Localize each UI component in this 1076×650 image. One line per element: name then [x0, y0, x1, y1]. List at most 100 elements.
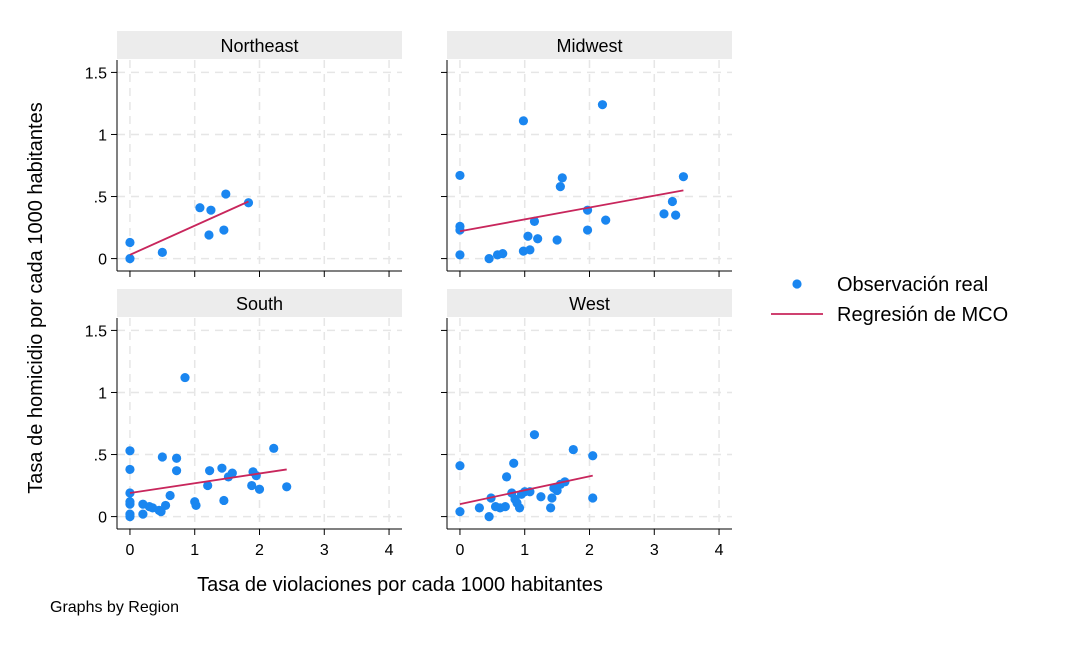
data-point: [455, 225, 465, 235]
legend: Observación real Regresión de MCO: [771, 274, 1008, 326]
panel-midwest: Midwest: [441, 31, 732, 277]
data-point: [221, 189, 231, 199]
y-tick-label: 1: [98, 385, 107, 402]
y-tick-label: 0: [98, 510, 107, 527]
fit-line: [129, 468, 287, 494]
panel-title-strip: [117, 31, 402, 59]
x-tick-label: 3: [320, 542, 329, 559]
data-point: [678, 172, 689, 182]
data-point: [501, 472, 512, 482]
data-point: [582, 225, 593, 235]
data-point: [671, 210, 681, 220]
data-point: [498, 249, 508, 259]
y-tick-label: 1.5: [85, 323, 107, 340]
data-point: [125, 499, 135, 509]
data-point: [180, 372, 190, 383]
data-point: [125, 464, 135, 475]
data-point: [588, 493, 598, 503]
x-axis-title: Tasa de violaciones por cada 1000 habita…: [197, 574, 603, 596]
data-point: [455, 250, 465, 260]
data-point: [601, 215, 611, 225]
data-point: [455, 507, 465, 517]
data-point: [455, 461, 465, 471]
legend-label: Observación real: [837, 274, 988, 296]
data-point: [160, 500, 171, 511]
data-point: [195, 203, 205, 213]
panel-title: Midwest: [556, 36, 622, 56]
data-point: [474, 503, 484, 513]
data-point: [529, 430, 540, 440]
data-point: [125, 237, 135, 248]
data-point: [138, 509, 148, 519]
data-point: [484, 253, 494, 264]
data-point: [254, 484, 265, 494]
panel-title: South: [236, 294, 283, 314]
panel-northeast: Northeast 0 .5 1 1.5: [85, 31, 402, 277]
data-point: [191, 500, 201, 511]
data-point: [204, 230, 214, 240]
y-tick-label: .5: [94, 448, 107, 465]
data-point: [157, 452, 167, 462]
x-tick-label: 0: [126, 542, 135, 559]
data-point: [125, 446, 135, 456]
legend-label: Regresión de MCO: [837, 304, 1008, 326]
panel-title-strip: [447, 31, 732, 59]
data-point: [269, 443, 279, 453]
x-tick-label: 2: [585, 542, 594, 559]
panel-south: South 0 .5 1 1.5 0 1 2 3 4: [85, 289, 402, 559]
x-tick-label: 2: [255, 542, 264, 559]
data-point: [455, 170, 465, 181]
data-point: [509, 458, 519, 468]
data-point: [125, 253, 135, 264]
x-tick-label: 1: [190, 542, 199, 559]
panel-title-strip: [447, 289, 732, 317]
y-tick-label: 0: [98, 252, 107, 269]
data-point: [500, 502, 510, 512]
data-point: [529, 216, 540, 226]
data-point: [171, 453, 182, 463]
y-axis-title: Tasa de homicidio por cada 1000 habitant…: [25, 102, 47, 493]
panel-west: West 0 1 2 3 4: [441, 289, 732, 559]
data-point: [206, 205, 216, 215]
data-point: [484, 511, 494, 522]
data-point: [552, 235, 562, 245]
data-point: [165, 490, 175, 501]
y-tick-label: 1: [98, 127, 107, 144]
data-point: [523, 231, 533, 241]
fit-line: [459, 474, 593, 506]
data-point: [203, 480, 213, 491]
data-point: [251, 471, 261, 481]
data-point: [518, 116, 529, 126]
fit-line: [129, 200, 249, 256]
data-point: [217, 463, 227, 473]
x-tick-label: 3: [650, 542, 659, 559]
legend-marker-point: [792, 279, 802, 289]
panel-title: West: [569, 294, 610, 314]
y-tick-label: 1.5: [85, 65, 107, 82]
data-point: [588, 451, 598, 461]
data-point: [659, 209, 669, 219]
data-point: [282, 482, 292, 492]
data-point: [514, 503, 525, 513]
data-point: [533, 234, 543, 244]
data-point: [597, 100, 608, 110]
data-point: [157, 247, 167, 257]
data-point: [227, 468, 237, 478]
data-point: [243, 198, 254, 208]
y-tick-label: .5: [94, 190, 107, 207]
data-point: [525, 245, 535, 255]
x-tick-label: 4: [385, 542, 394, 559]
data-point: [247, 480, 257, 491]
panel-title: Northeast: [220, 36, 298, 56]
data-point: [568, 444, 578, 455]
data-point: [205, 466, 215, 476]
panel-title-strip: [117, 289, 402, 317]
data-point: [667, 196, 678, 207]
data-point: [125, 511, 135, 522]
x-tick-label: 0: [456, 542, 465, 559]
data-point: [219, 495, 229, 506]
panels-layer: Northeast 0 .5 1 1.5 Midwest South 0 .5 1 1.5 0 1 2 3 4…: [85, 31, 732, 559]
data-point: [547, 493, 557, 503]
